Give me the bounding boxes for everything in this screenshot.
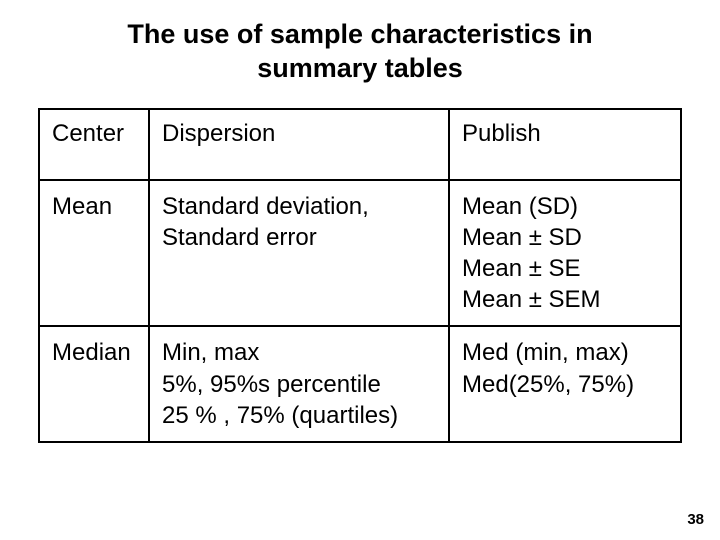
- header-center: Center: [39, 109, 149, 180]
- cell-median-dispersion: Min, max5%, 95%s percentile25 % , 75% (q…: [149, 326, 449, 442]
- table-row: Median Min, max5%, 95%s percentile25 % ,…: [39, 326, 681, 442]
- cell-mean-publish: Mean (SD)Mean ± SDMean ± SEMean ± SEM: [449, 180, 681, 327]
- slide-title: The use of sample characteristics in sum…: [38, 18, 682, 86]
- summary-table: Center Dispersion Publish Mean Standard …: [38, 108, 682, 444]
- header-dispersion: Dispersion: [149, 109, 449, 180]
- page-number: 38: [687, 511, 704, 528]
- cell-median-center: Median: [39, 326, 149, 442]
- header-publish: Publish: [449, 109, 681, 180]
- cell-mean-dispersion: Standard deviation,Standard error: [149, 180, 449, 327]
- cell-median-publish: Med (min, max)Med(25%, 75%): [449, 326, 681, 442]
- table-row: Mean Standard deviation,Standard error M…: [39, 180, 681, 327]
- table-header-row: Center Dispersion Publish: [39, 109, 681, 180]
- cell-mean-center: Mean: [39, 180, 149, 327]
